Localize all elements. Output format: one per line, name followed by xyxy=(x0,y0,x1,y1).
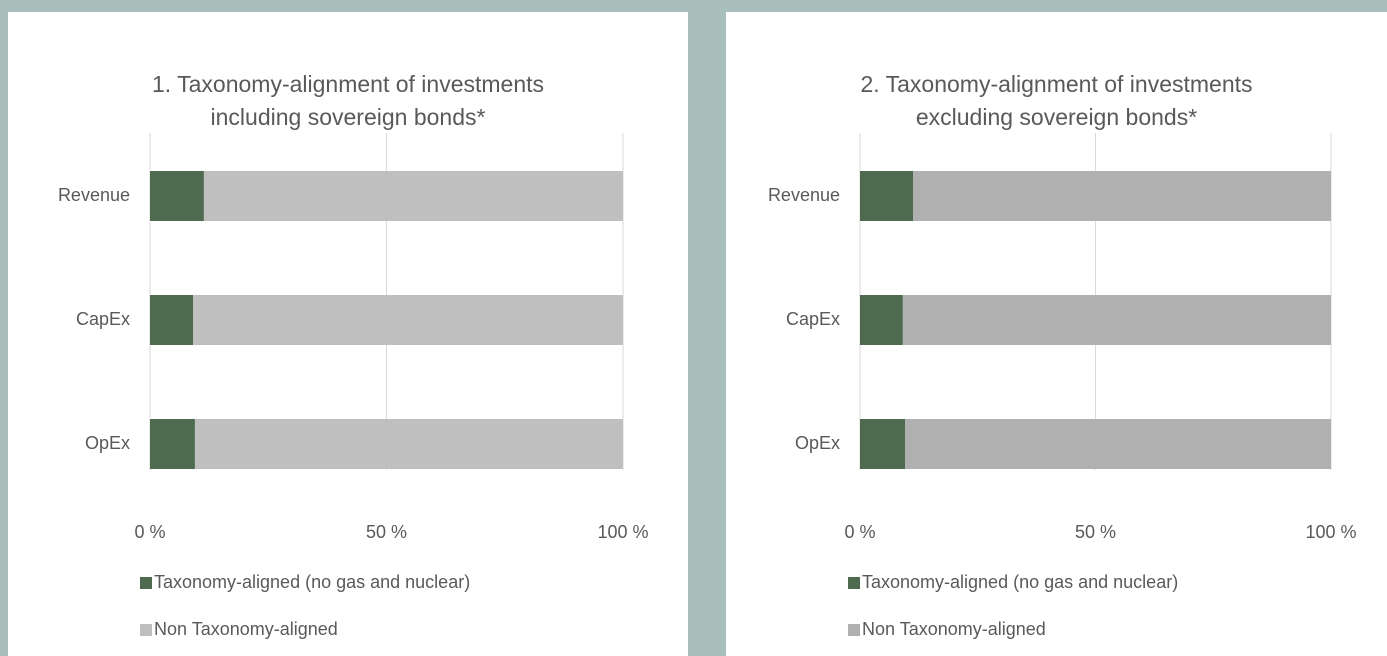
x-tick-label: 100 % xyxy=(1305,522,1356,542)
bar xyxy=(150,171,204,221)
legend-marker xyxy=(140,624,152,636)
legend-label: Non Taxonomy-aligned xyxy=(154,619,338,639)
legend-marker xyxy=(848,577,860,589)
y-tick-label: CapEx xyxy=(76,309,130,329)
y-tick-label: OpEx xyxy=(795,433,840,453)
chart: 0 % 50 % 100 % Revenue CapEx OpEx Taxonomy-ali… xyxy=(768,133,1357,639)
chart-panel: 1. Taxonomy-alignment of investments inc… xyxy=(8,12,688,656)
chart-panel: 2. Taxonomy-alignment of investments exc… xyxy=(726,12,1387,656)
bar xyxy=(860,295,903,345)
y-tick-label: Revenue xyxy=(58,185,130,205)
x-tick-label: 100 % xyxy=(597,522,648,542)
bar xyxy=(860,171,914,221)
bar xyxy=(194,419,623,469)
legend-label: Taxonomy-aligned (no gas and nuclear) xyxy=(862,572,1178,592)
legend-marker xyxy=(848,624,860,636)
chart-title: 1. Taxonomy-alignment of investments inc… xyxy=(151,71,545,130)
legend-marker xyxy=(140,577,152,589)
bar xyxy=(203,171,623,221)
bar xyxy=(902,295,1331,345)
bar xyxy=(150,295,194,345)
x-tick-label: 50 % xyxy=(366,522,407,542)
bar xyxy=(860,419,906,469)
bar xyxy=(905,419,1331,469)
bar xyxy=(150,419,195,469)
x-tick-label: 50 % xyxy=(1075,522,1116,542)
y-tick-label: CapEx xyxy=(786,309,840,329)
y-tick-label: OpEx xyxy=(85,433,130,453)
y-tick-label: Revenue xyxy=(768,185,840,205)
legend-label: Taxonomy-aligned (no gas and nuclear) xyxy=(154,572,470,592)
x-tick-label: 0 % xyxy=(134,522,165,542)
chart: 0 % 50 % 100 % Revenue CapEx OpEx Taxonomy-ali… xyxy=(58,133,649,639)
x-tick-label: 0 % xyxy=(844,522,875,542)
bar xyxy=(913,171,1331,221)
bar xyxy=(193,295,623,345)
chart-title: 2. Taxonomy-alignment of investments exc… xyxy=(860,71,1253,130)
legend-label: Non Taxonomy-aligned xyxy=(862,619,1046,639)
